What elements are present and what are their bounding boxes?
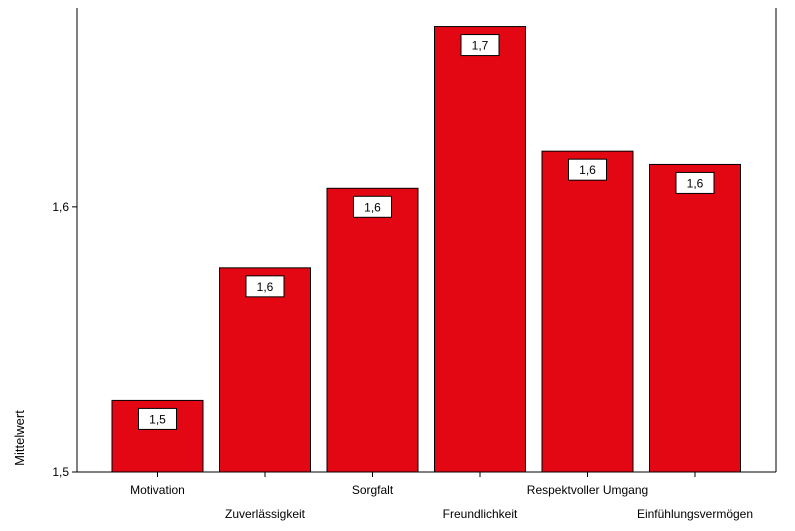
data-label-box [675, 171, 715, 194]
category-label: Einfühlungsvermögen [637, 507, 753, 521]
data-label-box [568, 158, 607, 181]
category-label: Sorgfalt [352, 483, 394, 497]
bar [219, 267, 311, 473]
y-tick-label: 1,5 [52, 465, 69, 479]
bar [649, 163, 741, 473]
bar [326, 187, 419, 473]
data-label: 1,6 [579, 163, 596, 177]
category-label: Respektvoller Umgang [527, 483, 648, 497]
data-label-box [138, 407, 177, 430]
axes-layer [72, 8, 777, 477]
data-label-box [353, 195, 392, 218]
bars-layer [111, 26, 741, 473]
labels-layer: 1,5 1,6 1,5 Motivation 1,6 Zuverlässigkeit 1,6… [52, 34, 753, 521]
data-label: 1,7 [472, 39, 489, 53]
data-label-box [245, 275, 285, 298]
category-label: Motivation [130, 483, 185, 497]
bar [541, 150, 634, 473]
category-label: Zuverlässigkeit [225, 507, 306, 521]
data-label-box [460, 34, 500, 57]
data-label: 1,5 [149, 412, 166, 426]
data-label: 1,6 [687, 176, 704, 190]
data-label: 1,6 [364, 200, 381, 214]
bar [434, 26, 526, 473]
data-label: 1,6 [257, 280, 274, 294]
y-axis-title: Mittelwert [12, 410, 27, 466]
category-label: Freundlichkeit [443, 507, 518, 521]
y-tick-label: 1,6 [52, 200, 69, 214]
